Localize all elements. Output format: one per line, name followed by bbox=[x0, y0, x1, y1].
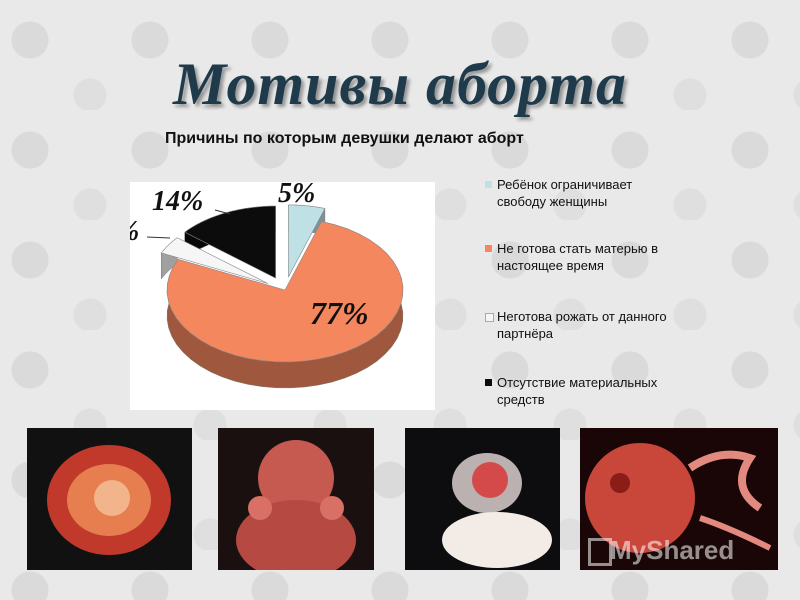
legend-label: Неготова рожать от данного партнёра bbox=[497, 309, 667, 341]
photo-embryo-3 bbox=[405, 428, 560, 570]
leader-line-1 bbox=[146, 236, 171, 239]
legend-label: Не готова стать матерью в настоящее врем… bbox=[497, 241, 659, 273]
pie-chart: 5% 77% 4% 14% bbox=[130, 182, 435, 410]
pie-slice-2 bbox=[160, 237, 269, 284]
data-label-0: 5% bbox=[278, 182, 315, 209]
legend-swatch bbox=[485, 245, 492, 252]
photo-fetus-2 bbox=[218, 428, 374, 570]
legend-label: Отсутствие материальных средств bbox=[497, 375, 658, 407]
watermark-icon bbox=[588, 538, 612, 566]
legend-swatch bbox=[485, 379, 492, 386]
watermark: MyShared bbox=[610, 535, 735, 565]
legend-swatch bbox=[485, 313, 494, 322]
chart-subtitle: Причины по которым девушки делают аборт bbox=[165, 130, 524, 147]
legend-label: Ребёнок ограничивает свободу женщины bbox=[497, 177, 633, 209]
data-label-1: 77% bbox=[310, 295, 369, 331]
pie-chart-svg: 5% 77% 4% 14% bbox=[130, 182, 404, 389]
legend-swatch bbox=[485, 181, 492, 188]
pie-slice-1 bbox=[166, 221, 404, 363]
data-label-2: 4% bbox=[130, 216, 139, 247]
data-label-3: 14% bbox=[152, 186, 203, 217]
leader-line-0 bbox=[214, 209, 231, 215]
photo-embryo-1 bbox=[27, 428, 192, 570]
photo-fetus-4 bbox=[580, 428, 778, 570]
page-title: Мотивы аборта bbox=[172, 51, 627, 117]
pie-slice-0 bbox=[288, 204, 326, 278]
